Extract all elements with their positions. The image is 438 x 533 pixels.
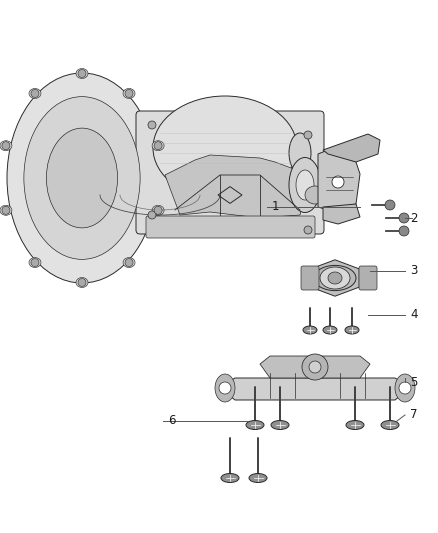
- Ellipse shape: [249, 473, 267, 482]
- Circle shape: [154, 206, 162, 214]
- Circle shape: [78, 69, 86, 77]
- Ellipse shape: [305, 186, 325, 204]
- Text: 3: 3: [410, 264, 417, 278]
- Circle shape: [219, 382, 231, 394]
- Ellipse shape: [123, 257, 135, 268]
- Circle shape: [304, 131, 312, 139]
- Polygon shape: [225, 378, 405, 400]
- Ellipse shape: [152, 141, 164, 151]
- Ellipse shape: [76, 69, 88, 78]
- FancyBboxPatch shape: [136, 111, 324, 234]
- Circle shape: [154, 142, 162, 150]
- Ellipse shape: [328, 272, 342, 284]
- Circle shape: [385, 200, 395, 210]
- Circle shape: [332, 176, 344, 188]
- Ellipse shape: [289, 133, 311, 173]
- Polygon shape: [318, 150, 360, 210]
- Circle shape: [125, 259, 133, 266]
- Text: 4: 4: [410, 309, 417, 321]
- Circle shape: [125, 90, 133, 98]
- Circle shape: [31, 90, 39, 98]
- Circle shape: [2, 142, 10, 150]
- Ellipse shape: [395, 374, 415, 402]
- Polygon shape: [260, 356, 370, 378]
- Circle shape: [78, 279, 86, 287]
- Text: 7: 7: [410, 408, 417, 422]
- Ellipse shape: [314, 265, 356, 290]
- Circle shape: [31, 259, 39, 266]
- Circle shape: [2, 206, 10, 214]
- Ellipse shape: [303, 326, 317, 334]
- Ellipse shape: [152, 205, 164, 215]
- FancyBboxPatch shape: [146, 216, 315, 238]
- Ellipse shape: [7, 73, 157, 283]
- Circle shape: [309, 361, 321, 373]
- Ellipse shape: [153, 96, 297, 200]
- Circle shape: [148, 211, 156, 219]
- Ellipse shape: [271, 421, 289, 430]
- Ellipse shape: [0, 205, 12, 215]
- Polygon shape: [323, 134, 380, 162]
- Polygon shape: [165, 155, 310, 218]
- Ellipse shape: [46, 128, 118, 228]
- Circle shape: [399, 213, 409, 223]
- Ellipse shape: [221, 473, 239, 482]
- Ellipse shape: [0, 141, 12, 151]
- Text: 5: 5: [410, 376, 417, 389]
- Polygon shape: [311, 260, 359, 296]
- Circle shape: [304, 226, 312, 234]
- Ellipse shape: [289, 157, 321, 213]
- Ellipse shape: [381, 421, 399, 430]
- Text: 2: 2: [410, 212, 417, 224]
- Ellipse shape: [323, 326, 337, 334]
- Polygon shape: [323, 204, 360, 224]
- Ellipse shape: [345, 326, 359, 334]
- Ellipse shape: [29, 88, 41, 99]
- Circle shape: [399, 226, 409, 236]
- FancyBboxPatch shape: [301, 266, 319, 290]
- Text: 6: 6: [168, 415, 176, 427]
- Ellipse shape: [215, 374, 235, 402]
- Circle shape: [302, 354, 328, 380]
- Ellipse shape: [296, 170, 314, 200]
- Circle shape: [148, 121, 156, 129]
- Text: 1: 1: [272, 200, 279, 214]
- Ellipse shape: [29, 257, 41, 268]
- FancyBboxPatch shape: [359, 266, 377, 290]
- Ellipse shape: [246, 421, 264, 430]
- Ellipse shape: [123, 88, 135, 99]
- Ellipse shape: [320, 267, 350, 289]
- Ellipse shape: [76, 278, 88, 287]
- Ellipse shape: [346, 421, 364, 430]
- Ellipse shape: [24, 96, 140, 260]
- Circle shape: [399, 382, 411, 394]
